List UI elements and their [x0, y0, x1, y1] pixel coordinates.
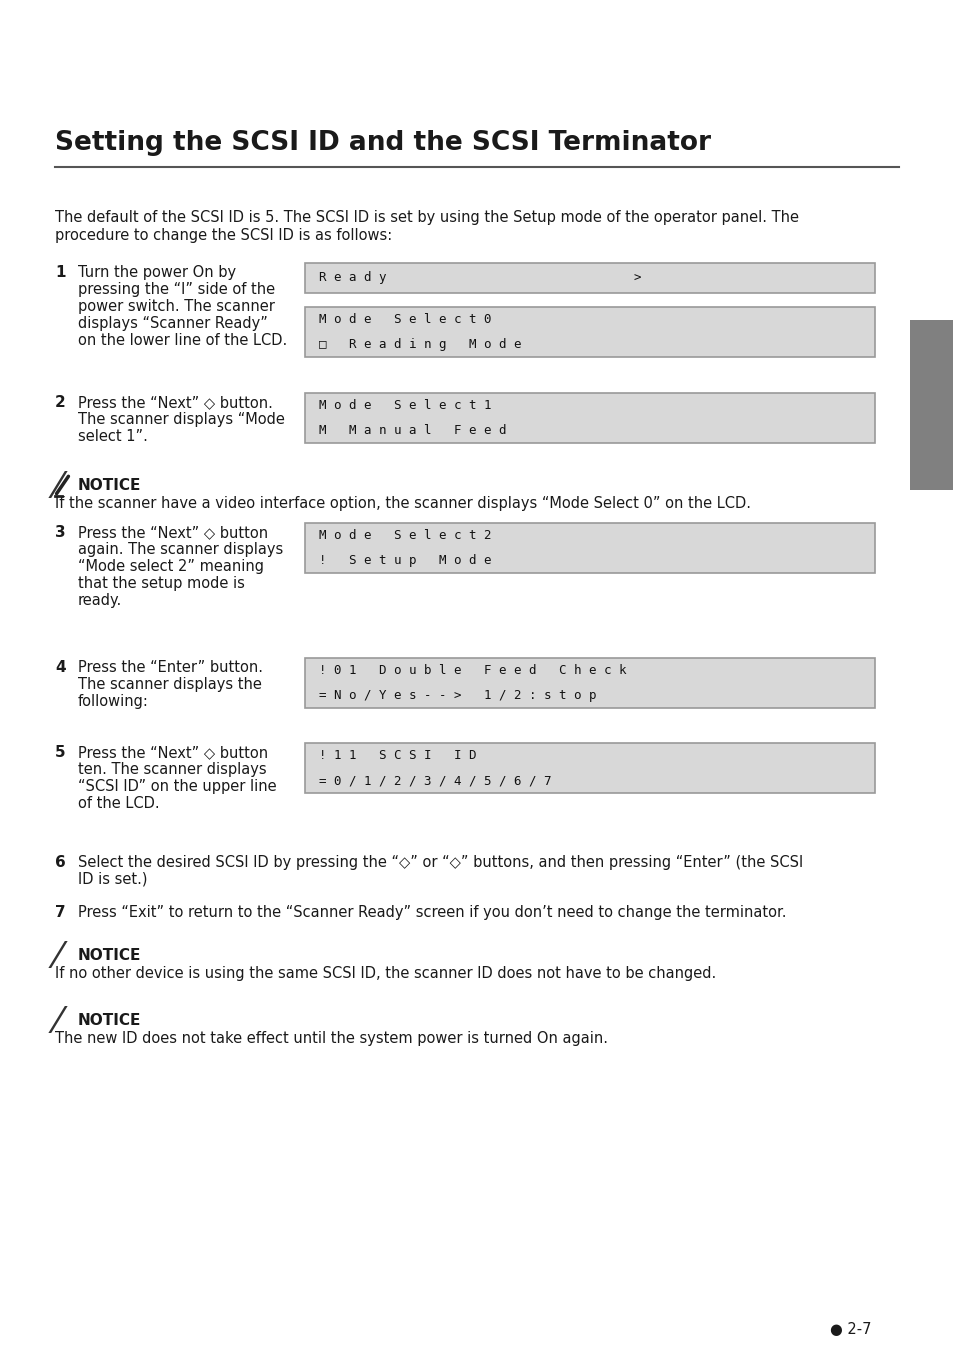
Text: ⁄: ⁄ — [55, 1005, 61, 1039]
Text: M o d e   S e l e c t 1: M o d e S e l e c t 1 — [318, 399, 491, 412]
Text: M o d e   S e l e c t 0: M o d e S e l e c t 0 — [318, 313, 491, 326]
FancyBboxPatch shape — [305, 743, 874, 793]
Text: that the setup mode is: that the setup mode is — [78, 576, 245, 590]
Text: on the lower line of the LCD.: on the lower line of the LCD. — [78, 332, 287, 349]
Text: procedure to change the SCSI ID is as follows:: procedure to change the SCSI ID is as fo… — [55, 228, 392, 243]
Text: Press the “Next” ◇ button.: Press the “Next” ◇ button. — [78, 394, 273, 409]
Text: pressing the “I” side of the: pressing the “I” side of the — [78, 282, 274, 297]
Text: If the scanner have a video interface option, the scanner displays “Mode Select : If the scanner have a video interface op… — [55, 496, 750, 511]
Text: Press the “Next” ◇ button: Press the “Next” ◇ button — [78, 744, 268, 761]
Text: 3: 3 — [55, 526, 66, 540]
Text: 7: 7 — [55, 905, 66, 920]
Text: 1: 1 — [55, 265, 66, 280]
Text: ! 0 1   D o u b l e   F e e d   C h e c k: ! 0 1 D o u b l e F e e d C h e c k — [318, 663, 626, 677]
Text: select 1”.: select 1”. — [78, 430, 148, 444]
Text: ● 2-7: ● 2-7 — [829, 1323, 871, 1337]
Text: = N o / Y e s - - >   1 / 2 : s t o p: = N o / Y e s - - > 1 / 2 : s t o p — [318, 689, 596, 703]
Text: 6: 6 — [55, 855, 66, 870]
Text: displays “Scanner Ready”: displays “Scanner Ready” — [78, 316, 268, 331]
Text: ⁄: ⁄ — [55, 470, 61, 504]
Text: The new ID does not take effect until the system power is turned On again.: The new ID does not take effect until th… — [55, 1031, 607, 1046]
FancyBboxPatch shape — [305, 523, 874, 573]
FancyBboxPatch shape — [305, 307, 874, 357]
Text: “SCSI ID” on the upper line: “SCSI ID” on the upper line — [78, 780, 276, 794]
Text: ID is set.): ID is set.) — [78, 871, 148, 888]
Text: M   M a n u a l   F e e d: M M a n u a l F e e d — [318, 424, 506, 436]
Text: “Mode select 2” meaning: “Mode select 2” meaning — [78, 559, 264, 574]
Text: Press the “Next” ◇ button: Press the “Next” ◇ button — [78, 526, 268, 540]
Text: 2: 2 — [55, 394, 66, 409]
Text: following:: following: — [78, 694, 149, 709]
FancyBboxPatch shape — [305, 658, 874, 708]
Text: of the LCD.: of the LCD. — [78, 796, 159, 811]
Text: The scanner displays “Mode: The scanner displays “Mode — [78, 412, 285, 427]
Text: If no other device is using the same SCSI ID, the scanner ID does not have to be: If no other device is using the same SCS… — [55, 966, 716, 981]
Text: !   S e t u p   M o d e: ! S e t u p M o d e — [318, 554, 491, 567]
Text: Setting the SCSI ID and the SCSI Terminator: Setting the SCSI ID and the SCSI Termina… — [55, 130, 710, 155]
Text: NOTICE: NOTICE — [78, 948, 141, 963]
FancyBboxPatch shape — [305, 393, 874, 443]
Text: NOTICE: NOTICE — [78, 1013, 141, 1028]
Text: Select the desired SCSI ID by pressing the “◇” or “◇” buttons, and then pressing: Select the desired SCSI ID by pressing t… — [78, 855, 802, 870]
Text: ready.: ready. — [78, 593, 122, 608]
Text: 5: 5 — [55, 744, 66, 761]
Text: Turn the power On by: Turn the power On by — [78, 265, 236, 280]
Text: Press “Exit” to return to the “Scanner Ready” screen if you don’t need to change: Press “Exit” to return to the “Scanner R… — [78, 905, 785, 920]
FancyBboxPatch shape — [305, 263, 874, 293]
Text: R e a d y                                 >: R e a d y > — [318, 272, 640, 285]
Text: M o d e   S e l e c t 2: M o d e S e l e c t 2 — [318, 530, 491, 542]
Text: = 0 / 1 / 2 / 3 / 4 / 5 / 6 / 7: = 0 / 1 / 2 / 3 / 4 / 5 / 6 / 7 — [318, 774, 551, 788]
Text: Press the “Enter” button.: Press the “Enter” button. — [78, 661, 263, 676]
Text: 4: 4 — [55, 661, 66, 676]
Text: again. The scanner displays: again. The scanner displays — [78, 542, 283, 557]
Text: ten. The scanner displays: ten. The scanner displays — [78, 762, 266, 777]
Text: power switch. The scanner: power switch. The scanner — [78, 299, 274, 313]
Text: NOTICE: NOTICE — [78, 478, 141, 493]
Text: ⁄: ⁄ — [55, 940, 61, 974]
Text: The scanner displays the: The scanner displays the — [78, 677, 262, 692]
FancyBboxPatch shape — [909, 320, 953, 490]
Text: The default of the SCSI ID is 5. The SCSI ID is set by using the Setup mode of t: The default of the SCSI ID is 5. The SCS… — [55, 209, 799, 226]
Text: ! 1 1   S C S I   I D: ! 1 1 S C S I I D — [318, 748, 476, 762]
Text: □   R e a d i n g   M o d e: □ R e a d i n g M o d e — [318, 338, 521, 351]
